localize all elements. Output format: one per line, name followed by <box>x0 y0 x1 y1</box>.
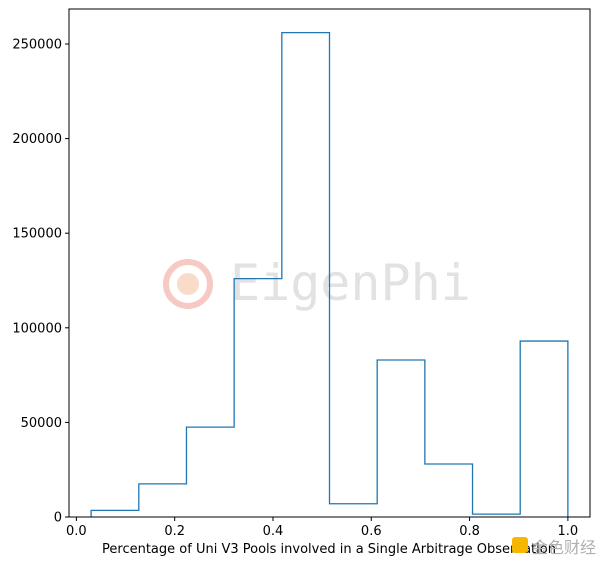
x-axis-label: Percentage of Uni V3 Pools involved in a… <box>102 542 556 557</box>
x-tick-label: 0.8 <box>459 524 480 539</box>
x-tick-label: 1.0 <box>558 524 579 539</box>
y-tick-label: 0 <box>54 511 62 526</box>
corner-watermark-text: 金色财经 <box>532 538 596 557</box>
eigenphi-watermark: EigenPhi <box>163 254 471 312</box>
y-tick-label: 250000 <box>12 38 62 53</box>
corner-watermark: 金色财经 <box>512 537 596 557</box>
x-tick-label: 0.4 <box>263 524 284 539</box>
eigenphi-logo-icon <box>163 259 213 309</box>
y-tick-label: 50000 <box>21 416 62 431</box>
x-tick-label: 0.0 <box>66 524 87 539</box>
x-tick-label: 0.2 <box>164 524 185 539</box>
x-tick-label: 0.6 <box>361 524 382 539</box>
y-tick-label: 150000 <box>12 227 62 242</box>
jinse-logo-icon <box>512 537 528 553</box>
eigenphi-logo-inner <box>177 273 199 295</box>
y-tick-label: 200000 <box>12 132 62 147</box>
watermark-text: EigenPhi <box>230 254 471 312</box>
y-tick-label: 100000 <box>12 321 62 336</box>
histogram-step-line <box>90 31 569 517</box>
plot-frame <box>68 8 591 518</box>
